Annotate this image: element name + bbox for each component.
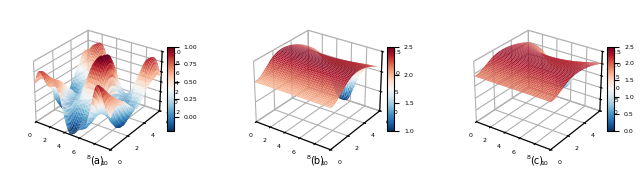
Title: (b): (b): [310, 156, 324, 166]
Title: (c): (c): [531, 156, 543, 166]
Title: (a): (a): [90, 156, 104, 166]
